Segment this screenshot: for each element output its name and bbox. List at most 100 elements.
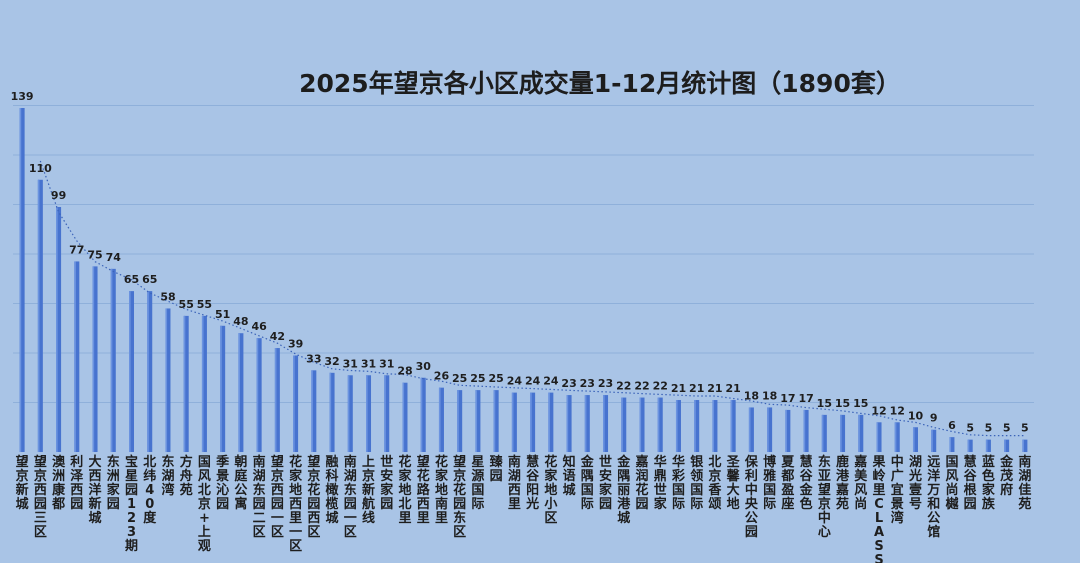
trend-line	[39, 160, 1025, 437]
data-label: 23	[561, 377, 576, 390]
bar-highlight	[74, 261, 76, 452]
data-label: 24	[507, 375, 523, 388]
category-label: 臻园	[490, 454, 504, 484]
bar-highlight	[420, 377, 423, 452]
bar	[220, 325, 226, 452]
data-label: 5	[985, 422, 993, 435]
data-label: 28	[397, 365, 412, 378]
data-label: 55	[197, 298, 212, 311]
data-label: 15	[817, 397, 832, 410]
bar	[475, 390, 481, 452]
bar-highlight	[457, 390, 459, 452]
bar-highlight	[475, 390, 478, 452]
data-label: 25	[470, 372, 485, 385]
data-label: 21	[671, 382, 686, 395]
category-label: 圣馨大地	[726, 455, 741, 512]
data-label: 21	[689, 382, 704, 395]
bar	[894, 422, 900, 452]
bar-highlight	[238, 333, 241, 452]
category-label: 慧谷阳光	[525, 454, 540, 512]
gridlines	[13, 105, 1034, 404]
bar	[457, 390, 463, 452]
bar-highlight	[366, 375, 368, 452]
data-label: 22	[653, 380, 668, 393]
category-label: 果岭里 C L A S S	[872, 455, 886, 563]
bar	[639, 397, 645, 452]
category-label: 湖光壹号	[908, 455, 922, 512]
bar-highlight	[639, 397, 642, 452]
data-label: 23	[598, 377, 613, 390]
bar-highlight	[129, 291, 131, 452]
bar-highlight	[603, 395, 605, 452]
bar-highlight	[56, 206, 58, 452]
category-label: 朝庭公寓	[234, 454, 248, 512]
data-label: 139	[11, 90, 34, 103]
data-label: 12	[871, 404, 886, 417]
chart-title: 2025年望京各小区成交量1-12月统计图（1890套）	[299, 69, 901, 98]
bar	[238, 333, 244, 452]
category-label: 蓝色家族	[982, 454, 996, 512]
bar-highlight	[675, 400, 678, 452]
bar	[1022, 439, 1028, 452]
category-label: 上京新航线	[362, 455, 375, 526]
bar	[712, 400, 718, 452]
bar	[803, 409, 809, 452]
category-label: 方舟苑	[179, 454, 193, 498]
bar	[347, 375, 353, 452]
bar	[19, 108, 25, 452]
data-label: 30	[416, 360, 432, 373]
bar-highlight	[657, 397, 660, 452]
bar-highlight	[530, 392, 532, 452]
bar	[821, 414, 827, 452]
bar-highlight	[511, 392, 514, 452]
bar-highlight	[894, 422, 897, 452]
category-label: 北京香颂	[707, 455, 722, 512]
category-label: 华鼎世家	[654, 454, 668, 512]
category-label: 中广宜景湾	[891, 454, 904, 526]
bar	[493, 390, 499, 452]
bar	[384, 375, 390, 452]
data-label: 12	[890, 404, 905, 417]
bar	[603, 395, 609, 452]
bar	[511, 392, 517, 452]
bar	[730, 400, 736, 452]
bar	[201, 315, 207, 452]
bar-highlight	[384, 375, 386, 452]
category-label: 国风尚樾	[945, 455, 959, 512]
data-label: 6	[948, 419, 956, 432]
category-label: 花家地西里一区	[289, 454, 303, 554]
category-label: 融科橄榄城	[326, 454, 340, 526]
category-label: 望京花园西区	[307, 454, 320, 540]
category-label: 南湖东园二区	[253, 454, 266, 540]
data-label: 110	[29, 162, 52, 175]
data-label: 75	[87, 248, 102, 261]
bar	[329, 372, 335, 452]
bar	[548, 392, 554, 452]
bar-highlight	[493, 390, 496, 452]
bar-highlight	[311, 370, 313, 452]
bar	[293, 355, 299, 452]
category-label: 望京西园三区	[34, 454, 47, 540]
bar-highlight	[985, 439, 988, 452]
data-label: 26	[434, 370, 450, 383]
bar	[785, 409, 791, 452]
data-label: 42	[270, 330, 285, 343]
bar-highlight	[329, 372, 332, 452]
bar-highlight	[712, 400, 715, 452]
bar-highlight	[931, 429, 933, 452]
bar	[566, 395, 572, 452]
bar	[92, 266, 98, 452]
bar	[876, 422, 882, 452]
bar	[657, 397, 663, 452]
bar	[748, 407, 754, 452]
data-label: 31	[379, 357, 394, 370]
bar	[37, 179, 43, 453]
data-label: 31	[343, 357, 358, 370]
bar-highlight	[694, 400, 696, 452]
data-label: 23	[580, 377, 595, 390]
category-label: 澳洲康都	[51, 454, 66, 512]
category-label: 利泽西园	[70, 454, 84, 512]
bar-highlight	[949, 437, 952, 452]
